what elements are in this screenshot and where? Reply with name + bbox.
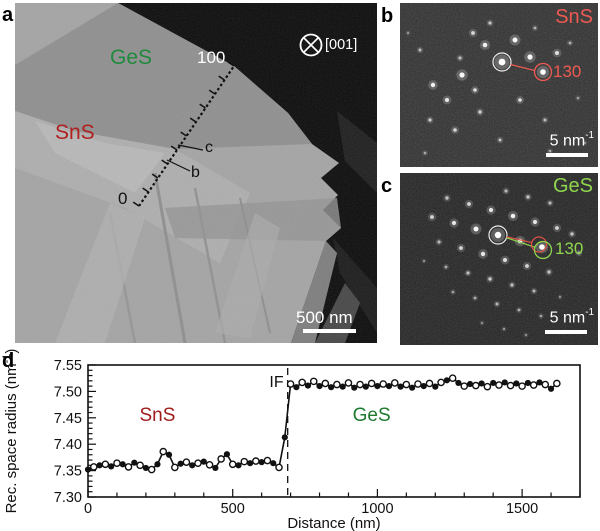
material-label-ges: GeS bbox=[552, 175, 593, 197]
material-label-sns: SnS bbox=[555, 6, 593, 28]
svg-text:7.30: 7.30 bbox=[54, 490, 82, 506]
center-spot-circle bbox=[488, 225, 508, 245]
svg-text:IF: IF bbox=[269, 374, 283, 391]
diffraction-spots bbox=[421, 187, 583, 338]
panel-c-diffraction-ges: GeS 130 5 nm-1 bbox=[400, 173, 598, 345]
scalebar-label-c: 5 nm-1 bbox=[549, 306, 594, 327]
scalebar-b bbox=[546, 153, 588, 157]
micrograph-image bbox=[15, 3, 377, 343]
scalebar-label-b: 5 nm-1 bbox=[549, 129, 594, 150]
g-vector-line-sns-ref bbox=[506, 236, 532, 244]
ruler-label-100: 100 bbox=[197, 48, 226, 67]
svg-text:SnS: SnS bbox=[139, 405, 175, 426]
line-profile-chart: 0 500 1000 1500 7.30 7.35 7.40 7.45 7.50 7.55 SnS G… bbox=[1, 349, 581, 531]
point-label-c: c bbox=[205, 139, 213, 156]
region-label-ges: GeS bbox=[110, 46, 153, 69]
svg-text:7.50: 7.50 bbox=[54, 384, 82, 400]
scalebar-value: 5 nm bbox=[549, 132, 586, 150]
ruler-label-0: 0 bbox=[118, 189, 128, 208]
panel-d-label: d bbox=[2, 350, 15, 372]
scalebar-label-a: 500 nm bbox=[296, 308, 353, 327]
panel-c-label: c bbox=[381, 175, 393, 197]
diffraction-image-ges bbox=[400, 173, 598, 345]
scalebar-a bbox=[303, 329, 356, 333]
svg-text:7.55: 7.55 bbox=[54, 358, 82, 374]
svg-text:1500: 1500 bbox=[506, 501, 538, 517]
svg-text:0: 0 bbox=[84, 501, 92, 517]
center-spot-circle bbox=[492, 52, 512, 72]
scalebar-value: 5 nm bbox=[549, 309, 586, 327]
ruler-line bbox=[138, 65, 235, 207]
svg-text:7.35: 7.35 bbox=[54, 464, 82, 480]
svg-text:1000: 1000 bbox=[361, 501, 393, 517]
svg-text:7.45: 7.45 bbox=[54, 411, 82, 427]
reflection-label-130: 130 bbox=[555, 239, 584, 258]
zone-axis-icon bbox=[299, 33, 323, 57]
pointer-line-c bbox=[177, 144, 204, 151]
region-label-sns: SnS bbox=[55, 121, 95, 144]
scalebar-exponent: -1 bbox=[585, 306, 594, 318]
reflection-label-130: 130 bbox=[553, 62, 582, 81]
panel-a-label: a bbox=[2, 4, 14, 26]
pointer-line-b bbox=[166, 159, 191, 172]
svg-text:Distance (nm): Distance (nm) bbox=[287, 515, 380, 531]
zone-axis-label: [001] bbox=[325, 37, 358, 53]
panel-a-micrograph: GeS SnS 100 0 c b [001] 500 nm bbox=[15, 3, 377, 343]
svg-text:Rec. space radius (nm-1): Rec. space radius (nm-1) bbox=[1, 349, 20, 514]
point-label-b: b bbox=[191, 164, 200, 181]
diffraction-spots bbox=[405, 19, 588, 156]
scalebar-c bbox=[545, 330, 587, 334]
reflection-130-circle-ges bbox=[533, 240, 553, 260]
panel-b-diffraction-sns: SnS 130 5 nm-1 bbox=[400, 3, 598, 167]
reflection-130-circle bbox=[533, 62, 553, 82]
ruler-ticks bbox=[132, 61, 235, 207]
scalebar-exponent: -1 bbox=[585, 129, 594, 141]
g-vector-line-ges bbox=[506, 237, 536, 248]
g-vector-line bbox=[510, 63, 535, 72]
svg-text:GeS: GeS bbox=[353, 405, 391, 426]
diffraction-image-sns bbox=[400, 3, 598, 167]
reflection-130-circle-sns-ref bbox=[530, 236, 548, 253]
panel-b-label: b bbox=[381, 5, 394, 27]
svg-text:500: 500 bbox=[221, 501, 245, 517]
svg-text:7.40: 7.40 bbox=[54, 437, 82, 453]
